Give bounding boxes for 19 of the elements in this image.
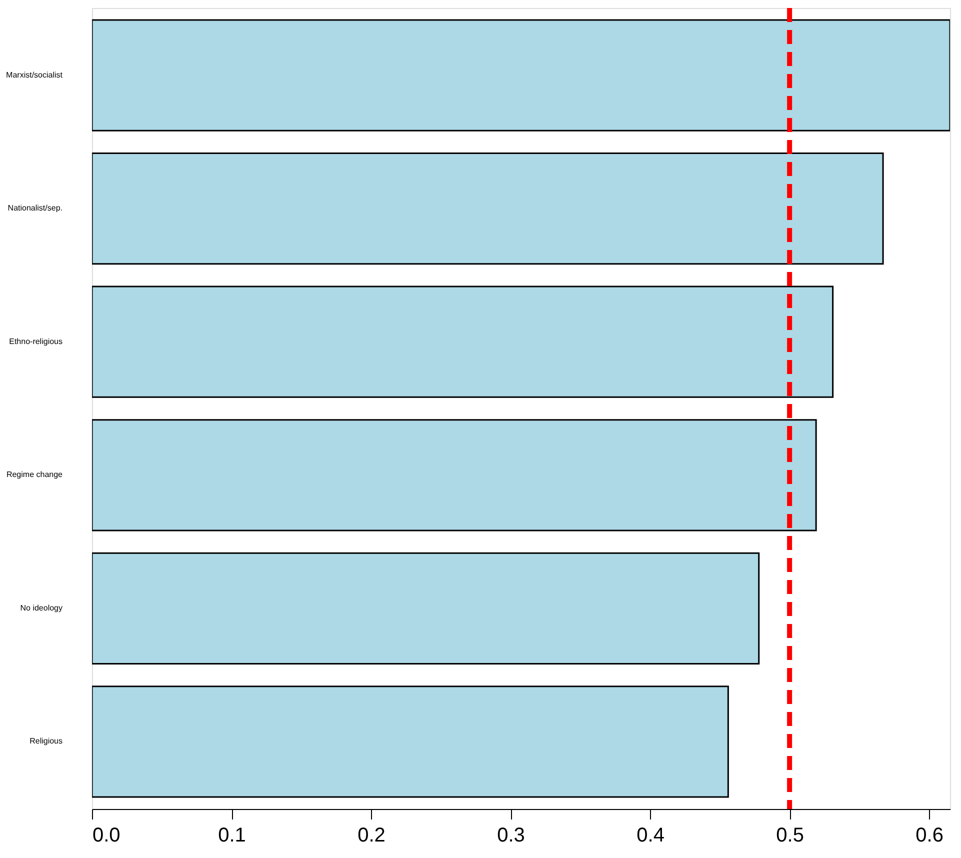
x-tick-label: 0.0: [92, 824, 120, 846]
x-tick-label: 0.1: [218, 824, 246, 846]
y-tick-label: Religious: [30, 736, 62, 746]
x-tick-label: 0.5: [776, 824, 804, 846]
x-tick-label: 0.4: [636, 824, 664, 846]
bar: [92, 419, 817, 532]
y-tick-label: Marxist/socialist: [6, 70, 64, 80]
y-tick-label: Nationalist/sep.: [8, 204, 62, 213]
bar: [92, 552, 760, 664]
y-tick-label: Ethno-religious: [9, 336, 62, 346]
y-tick-label: Regime change: [6, 470, 64, 480]
x-tick-label: 0.2: [358, 824, 386, 846]
bar: [92, 286, 834, 398]
x-tick-label: 0.3: [497, 824, 525, 846]
bar: [92, 686, 729, 798]
bar: [92, 19, 950, 132]
x-tick-label: 0.6: [916, 824, 944, 846]
y-tick-label: No ideology: [20, 603, 62, 612]
bar: [92, 152, 884, 265]
